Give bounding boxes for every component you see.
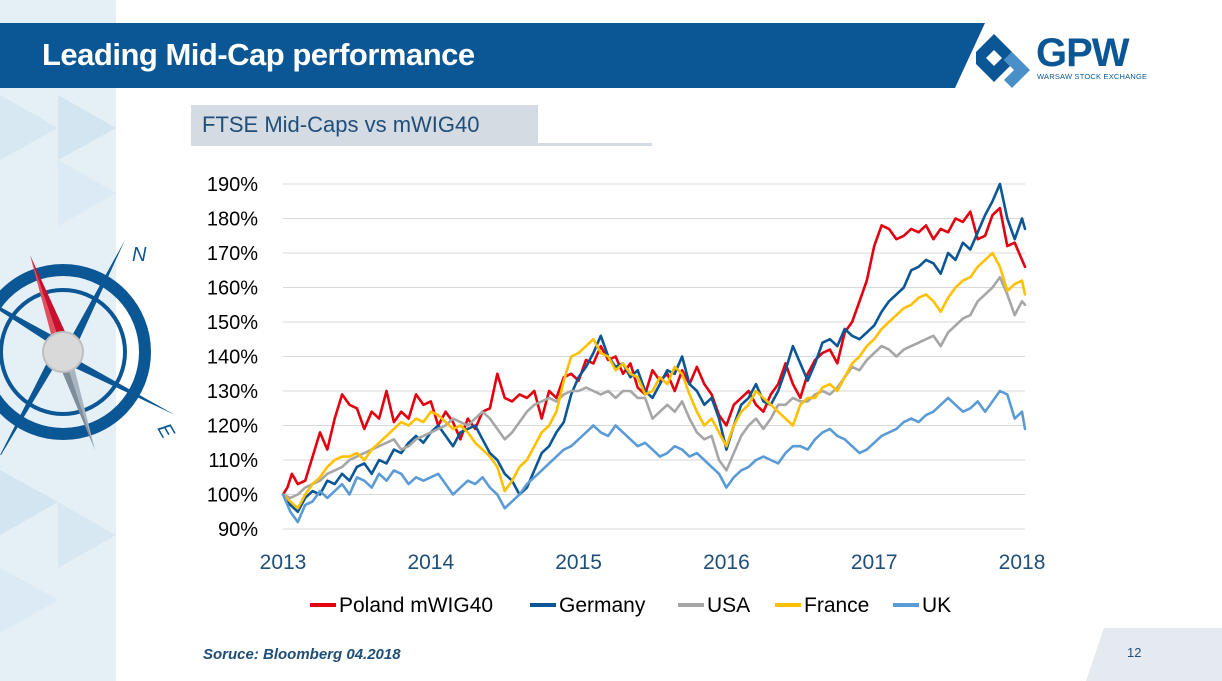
background-triangles (0, 95, 116, 633)
page-number-tab (1086, 628, 1222, 681)
y-tick-label: 180% (207, 209, 258, 231)
logo-tagline: WARSAW STOCK EXCHANGE (1037, 72, 1148, 81)
legend-label: Poland mWIG40 (339, 594, 493, 617)
compass-east-label: E (153, 420, 179, 443)
x-tick-label: 2015 (555, 551, 602, 574)
chart-legend: Poland mWIG40 Germany USA France UK (310, 594, 951, 617)
logo-wordmark: GPW (1036, 31, 1130, 75)
slide-title: Leading Mid-Cap performance (42, 37, 475, 72)
legend-label: UK (922, 594, 951, 617)
series-line-usa (281, 275, 1027, 500)
legend-label: USA (707, 594, 750, 617)
chart-subtitle: FTSE Mid-Caps vs mWIG40 (202, 112, 480, 137)
subtitle-box (191, 105, 538, 145)
y-tick-label: 100% (207, 485, 258, 507)
legend-label: France (804, 594, 869, 617)
x-tick-label: 2013 (260, 551, 307, 574)
y-tick-label: 120% (207, 416, 258, 438)
series-line-poland-mwig40 (281, 206, 1027, 496)
y-tick-label: 140% (207, 347, 258, 369)
chart-series-lines (281, 182, 1027, 524)
subtitle-underline (191, 143, 652, 146)
x-tick-label: 2016 (703, 551, 750, 574)
compass-north-label: N (132, 244, 147, 266)
decorative-side-panel (0, 0, 116, 681)
line-chart: 90% 100% 110% 120% 130% 140% 150% 160% 170% 180% 1… (207, 174, 1046, 617)
x-tick-label: 2017 (851, 551, 898, 574)
chart-gridlines (283, 183, 1025, 530)
y-tick-label: 170% (207, 243, 258, 265)
y-tick-label: 190% (207, 174, 258, 196)
compass-rose-icon: N E (0, 240, 179, 455)
y-axis-ticks: 90% 100% 110% 120% 130% 140% 150% 160% 170% 180% 1… (207, 174, 258, 541)
y-tick-label: 150% (207, 312, 258, 334)
page-number: 12 (1127, 645, 1142, 660)
legend-label: Germany (559, 594, 646, 617)
gpw-logo-icon (976, 34, 1030, 88)
source-note: Soruce: Bloomberg 04.2018 (203, 646, 401, 663)
x-tick-label: 2018 (999, 551, 1046, 574)
series-line-france (281, 251, 1027, 510)
y-tick-label: 110% (208, 450, 258, 472)
title-banner (0, 23, 985, 88)
series-line-germany (281, 182, 1027, 514)
x-tick-label: 2014 (407, 551, 454, 574)
y-tick-label: 90% (218, 519, 258, 541)
x-axis-ticks: 2013 2014 2015 2016 2017 2018 (260, 551, 1046, 574)
series-line-uk (281, 389, 1027, 524)
y-tick-label: 130% (207, 381, 258, 403)
y-tick-label: 160% (207, 278, 258, 300)
